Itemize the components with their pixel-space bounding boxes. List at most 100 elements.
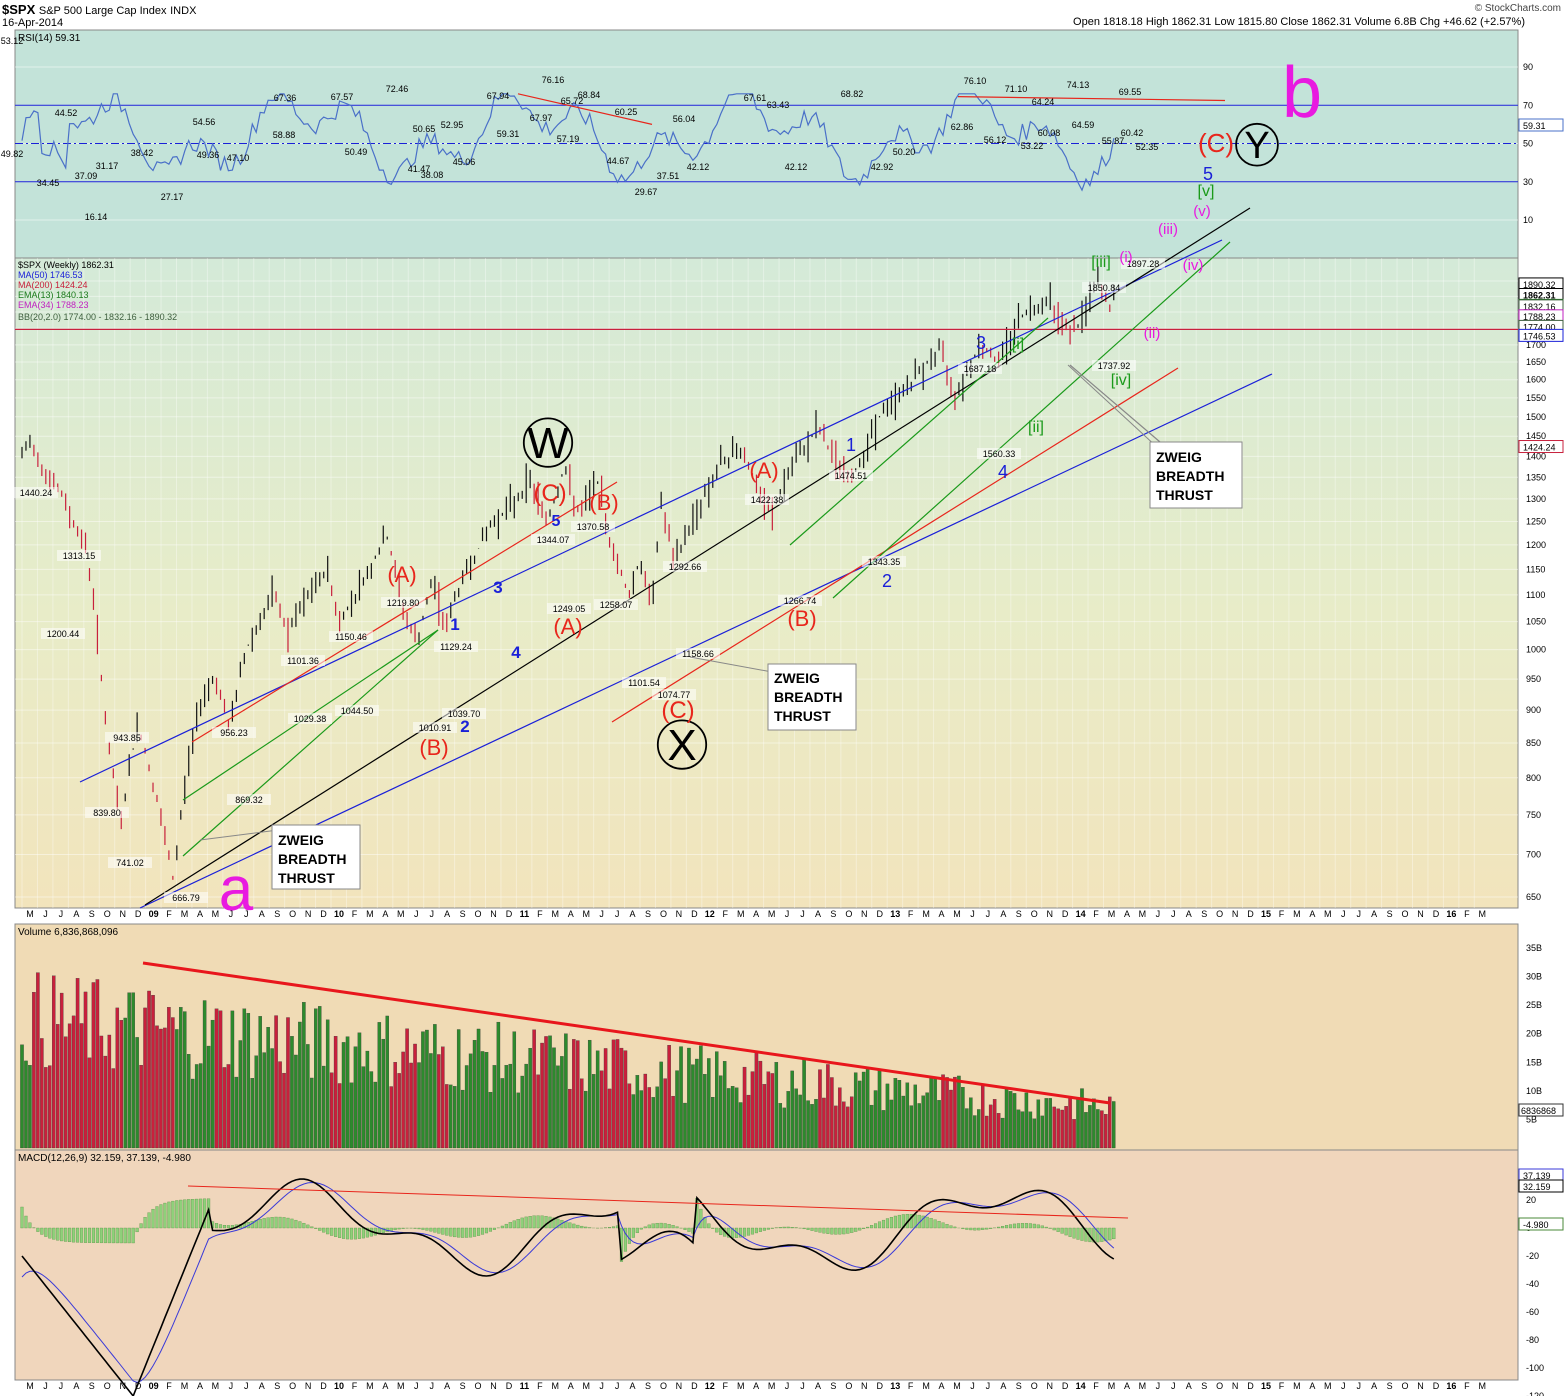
volume-bar — [24, 1060, 28, 1149]
price-value-label-bg — [85, 807, 129, 818]
price-value-label-bg — [571, 521, 615, 532]
volume-bar — [925, 1092, 929, 1149]
macd-histogram-bar — [24, 1215, 28, 1229]
macd-histogram-bar — [203, 1198, 207, 1229]
macd-histogram-bar — [310, 1226, 314, 1229]
x-tick-label: M — [922, 1381, 930, 1391]
volume-bar — [441, 1046, 445, 1149]
rsi-value-label: 45.06 — [453, 157, 476, 167]
volume-bar — [337, 1083, 342, 1149]
macd-histogram-bar — [425, 1227, 429, 1231]
x-tick-label: J — [1341, 909, 1346, 919]
volume-bar — [1080, 1088, 1084, 1149]
volume-bar — [849, 1096, 854, 1149]
x-tick-label: M — [212, 1381, 220, 1391]
rsi-value-label: 57.19 — [557, 134, 580, 144]
macd-histogram-bar — [1084, 1227, 1088, 1242]
wave-label: (C) — [661, 697, 694, 724]
volume-bar — [91, 982, 96, 1149]
volume-bar — [1044, 1098, 1049, 1149]
price-layer — [15, 207, 1518, 909]
volume-bar — [1076, 1098, 1080, 1149]
price-value-label-bg — [442, 708, 486, 719]
grid-layer — [15, 66, 1518, 908]
x-tick-label: J — [229, 909, 234, 919]
x-tick-label: M — [953, 909, 961, 919]
volume-bar — [679, 1046, 683, 1149]
volume-bar — [770, 1073, 775, 1149]
macd-histogram-bar — [1036, 1224, 1040, 1229]
rsi-value-label: 68.82 — [841, 89, 864, 99]
volume-bar — [175, 1029, 179, 1149]
rsi-value-label: 67.61 — [744, 93, 767, 103]
x-tick-label: F — [352, 909, 358, 919]
macd-histogram-bar — [469, 1227, 473, 1238]
macd-histogram-bar — [163, 1202, 167, 1229]
volume-bar — [977, 1109, 981, 1149]
x-tick-label: J — [785, 1381, 790, 1391]
macd-histogram-bar — [330, 1227, 334, 1236]
price-value-label: 1370.58 — [577, 522, 610, 532]
macd-histogram-bar — [480, 1227, 485, 1235]
volume-bar — [988, 1104, 993, 1149]
rsi-value-label: 44.67 — [607, 156, 630, 166]
macd-histogram-bar — [504, 1223, 508, 1229]
x-tick-label: F — [1093, 1381, 1099, 1391]
volume-bar — [115, 1007, 120, 1149]
x-tick-label: J — [429, 909, 434, 919]
macd-histogram-bar — [1076, 1227, 1080, 1240]
x-tick-label: F — [723, 909, 729, 919]
volume-bar — [186, 1054, 191, 1149]
volume-bar — [524, 1063, 528, 1149]
macd-histogram-bar — [135, 1227, 139, 1233]
macd-histogram-bar — [770, 1227, 774, 1229]
price-value-label-bg — [381, 597, 425, 608]
volume-bar — [1040, 1115, 1045, 1149]
macd-histogram-bar — [175, 1200, 179, 1229]
zweig-note-3-line2: BREADTH — [1156, 468, 1224, 484]
macd-histogram-bar — [516, 1219, 520, 1229]
x-tick-label: D — [1062, 909, 1069, 919]
volume-bar — [433, 1024, 437, 1149]
volume-bar — [20, 1044, 24, 1149]
macd-histogram-bar — [44, 1227, 48, 1237]
macd-histogram-bar — [107, 1227, 111, 1244]
macd-histogram-bar — [214, 1223, 219, 1229]
rsi-value-label: 76.16 — [542, 75, 565, 85]
volume-bar — [572, 1039, 576, 1149]
volume-bar — [846, 1106, 850, 1149]
price-value-label-bg — [676, 648, 720, 659]
rsi-line — [21, 93, 1115, 192]
macd-histogram-bar — [167, 1201, 171, 1229]
macd-histogram-bar — [389, 1227, 393, 1231]
x-tick-label: N — [1046, 1381, 1053, 1391]
volume-bar — [889, 1099, 894, 1149]
price-panel — [14, 257, 1519, 909]
x-tick-label: M — [181, 909, 189, 919]
volume-bar — [937, 1100, 941, 1149]
x-tick-label: M — [397, 909, 405, 919]
price-tick-label: 1350 — [1526, 472, 1546, 482]
x-tick-label: D — [506, 909, 513, 919]
volume-bar — [401, 1051, 405, 1149]
x-tick-label: J — [1156, 1381, 1161, 1391]
volume-bar — [826, 1064, 830, 1149]
price-right-label: 1788.23 — [1523, 312, 1556, 322]
x-tick-label: A — [1309, 1381, 1315, 1391]
macd-histogram-bar — [1020, 1223, 1024, 1229]
volume-bar — [79, 1023, 84, 1149]
zweig-note-2-line2: BREADTH — [774, 689, 842, 705]
volume-bar — [599, 1070, 604, 1149]
volume-bar — [306, 1044, 310, 1149]
macd-histogram-bar — [663, 1223, 667, 1229]
macd-histogram-bar — [758, 1227, 762, 1232]
rsi-value-label: 67.57 — [331, 92, 354, 102]
volume-tick-label: 10B — [1526, 1086, 1542, 1096]
rsi-value-label: 31.17 — [96, 161, 119, 171]
x-tick-label: F — [908, 1381, 914, 1391]
volume-bar — [516, 1092, 521, 1149]
volume-bar — [691, 1064, 695, 1149]
volume-bar — [635, 1075, 640, 1149]
x-tick-label: J — [785, 909, 790, 919]
price-value-label-bg — [622, 677, 666, 688]
